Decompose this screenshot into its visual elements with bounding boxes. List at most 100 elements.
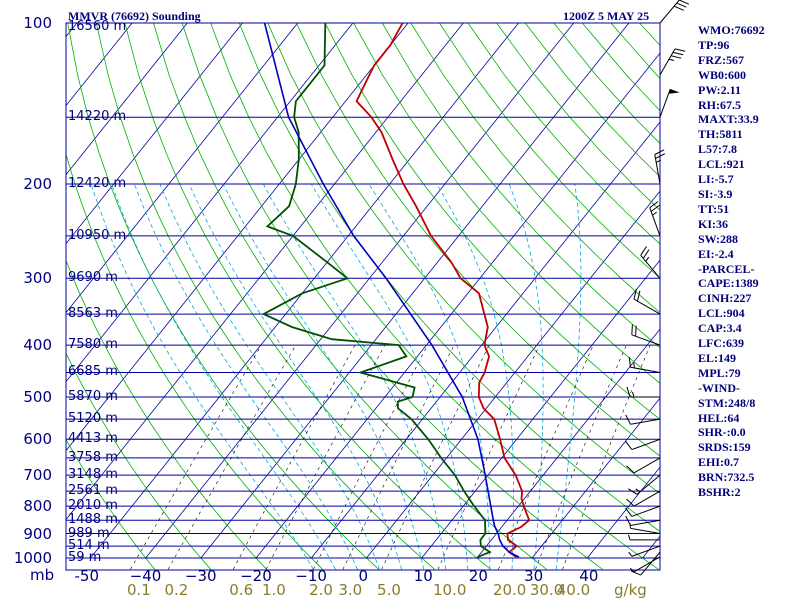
moist-adiabat-line [134,183,358,570]
temperature-tick-label: −40 [129,567,162,585]
mixing-ratio-tick-label: 1.0 [261,581,286,599]
wind-barb-half-flag [628,534,631,541]
pressure-tick-label: 500 [23,387,52,406]
mixing-ratio-tick-label: 0.1 [127,581,151,599]
wind-barb [659,88,680,118]
dry-adiabat-line [467,23,660,245]
wind-barb-staff [631,505,661,517]
wind-barb-flag [625,414,631,425]
index-item: WB0:600 [698,67,746,82]
wind-barb-flag [625,507,633,517]
index-item: BSHR:2 [698,485,741,500]
mixing-ratio-tick-label: 30.0 [529,581,564,599]
index-item: SW:288 [698,231,739,246]
wind-barb-flag [628,356,631,368]
isotherm-line [476,328,660,559]
pressure-tick-label: 200 [23,175,52,194]
dry-adiabat-line [66,352,212,570]
index-item: SHR-:0.0 [698,425,746,440]
wind-barb [654,149,666,185]
wind-barb-flag [655,153,666,159]
dry-adiabat-line [181,23,603,570]
wind-barb [625,414,661,425]
index-item: LFC:639 [698,336,744,351]
height-label: 59 m [68,550,102,565]
mixing-ratio-line [265,344,386,570]
plot-frame [65,22,661,571]
height-label: 2561 m [68,483,118,499]
height-label: 6685 m [68,364,118,380]
wind-barb [630,551,661,576]
wind-barb [628,534,660,541]
wind-barb-flag [630,570,641,576]
isotherm-line [586,466,660,559]
wind-barb-flag [654,149,665,155]
dry-adiabat-line [410,23,660,314]
wind-barb-flag [679,0,690,5]
mixing-ratio-line [233,344,356,570]
temperature-tick-label: 0 [358,567,369,585]
wind-barb [628,474,661,495]
index-item: EHI:0.7 [698,455,740,470]
wind-barb [625,438,661,451]
index-item: RH:67.5 [698,97,741,112]
isotherm-line [145,23,575,559]
moist-adiabat-line [111,183,336,570]
isotherm-line [255,52,660,559]
dry-adiabat-line [210,23,659,570]
moist-adiabat-line [368,183,491,570]
dry-adiabat-line [124,23,491,570]
moist-adiabat-line [222,183,425,570]
isotherm-line [66,23,299,314]
isotherm-line [531,397,660,559]
wind-barb [625,505,661,517]
wind-barb [626,457,661,474]
height-label: 989 m [68,525,110,541]
wind-barb [633,288,661,315]
mixing-ratio-tick-label: 5.0 [377,581,401,599]
height-label: 16560 m [68,19,127,34]
dry-adiabat-line [66,259,267,570]
index-item: SRDS:159 [698,440,751,455]
wind-barb-staff [633,556,661,573]
dry-adiabat-line [95,23,435,570]
mixing-ratio-tick-label: 10.0 [432,581,467,599]
moist-adiabat-line [90,183,314,570]
mixing-ratio-tick-label: 20.0 [492,581,527,599]
index-item: -WIND- [698,380,740,395]
moist-adiabat-line [159,183,380,570]
dry-adiabat-line [66,438,156,570]
pressure-unit-label: mb [30,566,55,584]
wind-barb-flag [674,48,686,52]
dewpoint-trace [261,23,492,558]
index-item: STM:248/8 [698,395,756,410]
wind-barb-flag [650,204,660,212]
wind-barb-flag [640,246,647,256]
wind-barb-staff [633,457,661,474]
pressure-tick-label: 100 [23,14,52,32]
wind-barb-staff [633,490,661,507]
mixing-ratio-line [342,344,455,570]
wind-barb-flag [633,288,637,300]
index-item: CINH:227 [698,291,752,306]
pressure-tick-label: 800 [23,497,52,516]
height-label: 12420 m [68,176,127,192]
moist-adiabat-line [188,183,402,570]
moist-adiabat-line [311,183,469,570]
temperature-tick-label: -50 [74,567,100,585]
height-label: 9690 m [68,270,118,286]
isotherm-line [66,23,464,521]
wind-barb [628,356,661,373]
wind-barb [625,515,661,526]
wind-barb-staff [640,254,661,279]
wind-barb-half-flag [655,159,662,163]
wind-barb-half-flag [668,58,675,61]
wind-barb-flag [628,488,638,495]
temperature-tick-label: 40 [579,567,599,585]
temperature-trace [355,23,531,558]
wind-barb-flag [670,55,682,59]
wind-barb-half-flag [629,567,635,573]
moist-adiabat-line [508,183,544,570]
wind-barb-staff [659,48,676,76]
